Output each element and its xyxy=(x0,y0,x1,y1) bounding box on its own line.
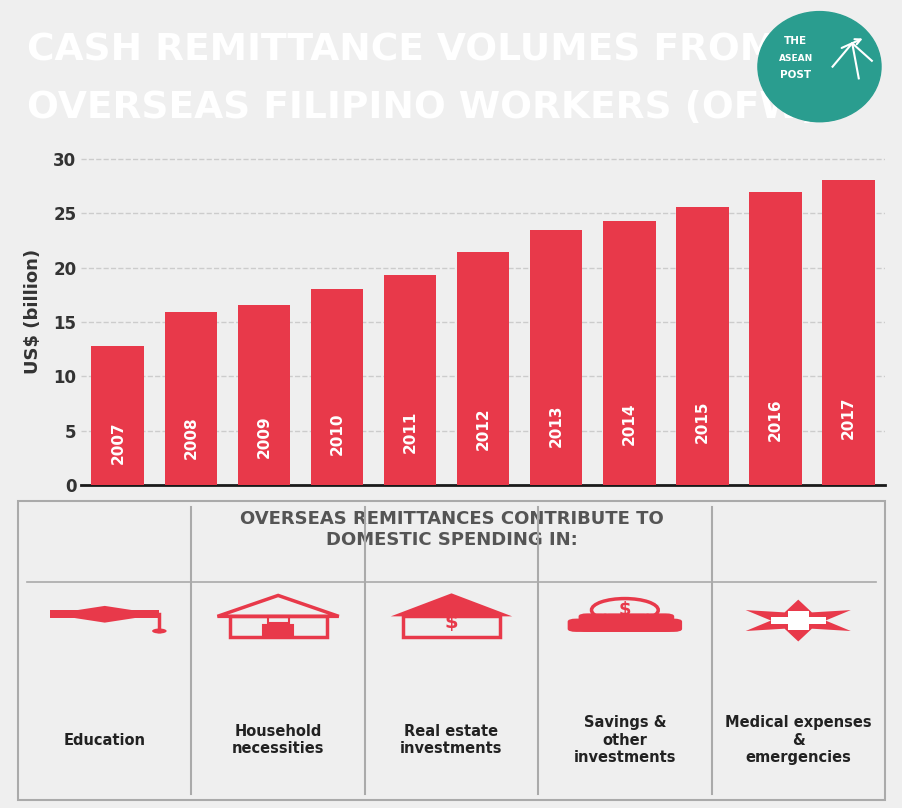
Circle shape xyxy=(152,629,167,633)
Bar xyxy=(456,252,509,485)
Text: OVERSEAS REMITTANCES CONTRIBUTE TO
DOMESTIC SPENDING IN:: OVERSEAS REMITTANCES CONTRIBUTE TO DOMES… xyxy=(239,510,663,549)
FancyBboxPatch shape xyxy=(262,625,293,638)
Text: 2016: 2016 xyxy=(767,398,782,441)
Text: Education: Education xyxy=(64,733,145,747)
FancyBboxPatch shape xyxy=(51,610,159,618)
Bar xyxy=(749,191,801,485)
FancyBboxPatch shape xyxy=(599,613,631,632)
Text: CASH REMITTANCE VOLUMES FROM: CASH REMITTANCE VOLUMES FROM xyxy=(27,32,777,69)
Text: 2008: 2008 xyxy=(183,416,198,459)
Text: 2007: 2007 xyxy=(110,421,125,464)
Text: 2010: 2010 xyxy=(329,413,344,456)
Bar xyxy=(91,346,144,485)
Text: $: $ xyxy=(444,613,458,632)
Y-axis label: US$ (billion): US$ (billion) xyxy=(24,249,42,373)
Text: THE: THE xyxy=(784,36,806,46)
FancyBboxPatch shape xyxy=(578,613,610,632)
Text: Real estate
investments: Real estate investments xyxy=(400,724,502,756)
Polygon shape xyxy=(51,606,159,623)
Text: Household
necessities: Household necessities xyxy=(232,724,324,756)
Bar xyxy=(529,229,582,485)
Text: OVERSEAS FILIPINO WORKERS (OFW): OVERSEAS FILIPINO WORKERS (OFW) xyxy=(27,90,817,127)
FancyBboxPatch shape xyxy=(770,617,824,625)
Bar xyxy=(383,276,436,485)
Text: ASEAN: ASEAN xyxy=(778,54,812,63)
Text: Medical expenses
&
emergencies: Medical expenses & emergencies xyxy=(724,715,870,765)
FancyBboxPatch shape xyxy=(621,613,652,632)
Text: 2011: 2011 xyxy=(402,411,417,453)
Text: Savings &
other
investments: Savings & other investments xyxy=(573,715,676,765)
Bar xyxy=(821,179,874,485)
Text: POST: POST xyxy=(779,69,811,80)
Polygon shape xyxy=(391,593,511,617)
Text: 2009: 2009 xyxy=(256,415,272,458)
Text: 2017: 2017 xyxy=(840,397,855,439)
Text: 2012: 2012 xyxy=(475,407,490,450)
Bar xyxy=(237,305,290,485)
Bar xyxy=(310,289,363,485)
Text: 2014: 2014 xyxy=(621,402,636,445)
FancyBboxPatch shape xyxy=(787,611,808,630)
Text: $: $ xyxy=(618,601,630,619)
Bar xyxy=(676,207,728,485)
Text: 2015: 2015 xyxy=(694,401,709,443)
Bar xyxy=(164,312,216,485)
Bar xyxy=(603,221,655,485)
Polygon shape xyxy=(745,600,850,642)
Text: 2013: 2013 xyxy=(548,404,563,447)
FancyBboxPatch shape xyxy=(641,613,674,632)
FancyBboxPatch shape xyxy=(567,619,681,632)
Circle shape xyxy=(757,11,880,122)
